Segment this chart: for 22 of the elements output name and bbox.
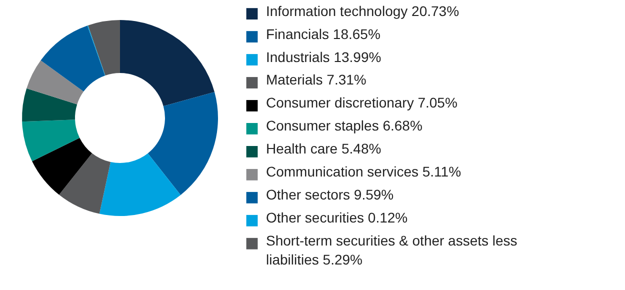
donut-slice: [88, 20, 120, 76]
legend-label: Consumer staples 6.68%: [266, 118, 422, 134]
donut-slice: [120, 20, 214, 106]
donut-slice: [26, 60, 84, 104]
legend-label: Health care 5.48%: [266, 140, 382, 157]
donut-slice: [22, 120, 80, 162]
legend-label: Communication services 5.11%: [266, 164, 462, 180]
donut-slice: [22, 88, 78, 122]
legend-label: Other sectors 9.59%: [266, 186, 394, 203]
donut-slice: [32, 138, 92, 195]
legend-label: Consumer discretionary 7.05%: [266, 94, 458, 111]
legend-label: Materials 7.31%: [266, 72, 366, 88]
donut-slice: [40, 26, 105, 92]
donut-slice: [99, 153, 181, 216]
legend-label: Industrials 13.99%: [266, 48, 382, 65]
donut-slice: [87, 25, 106, 76]
donut-slice: [148, 92, 218, 195]
legend-label: Financials 18.65%: [266, 26, 380, 42]
legend-label: Information technology 20.73%: [266, 2, 460, 19]
legend-label: Short-term securities & other assets less liabilities 5.29%: [266, 232, 518, 268]
legend-label: Other securities 0.12%: [266, 210, 408, 226]
donut-slice: [59, 153, 111, 214]
